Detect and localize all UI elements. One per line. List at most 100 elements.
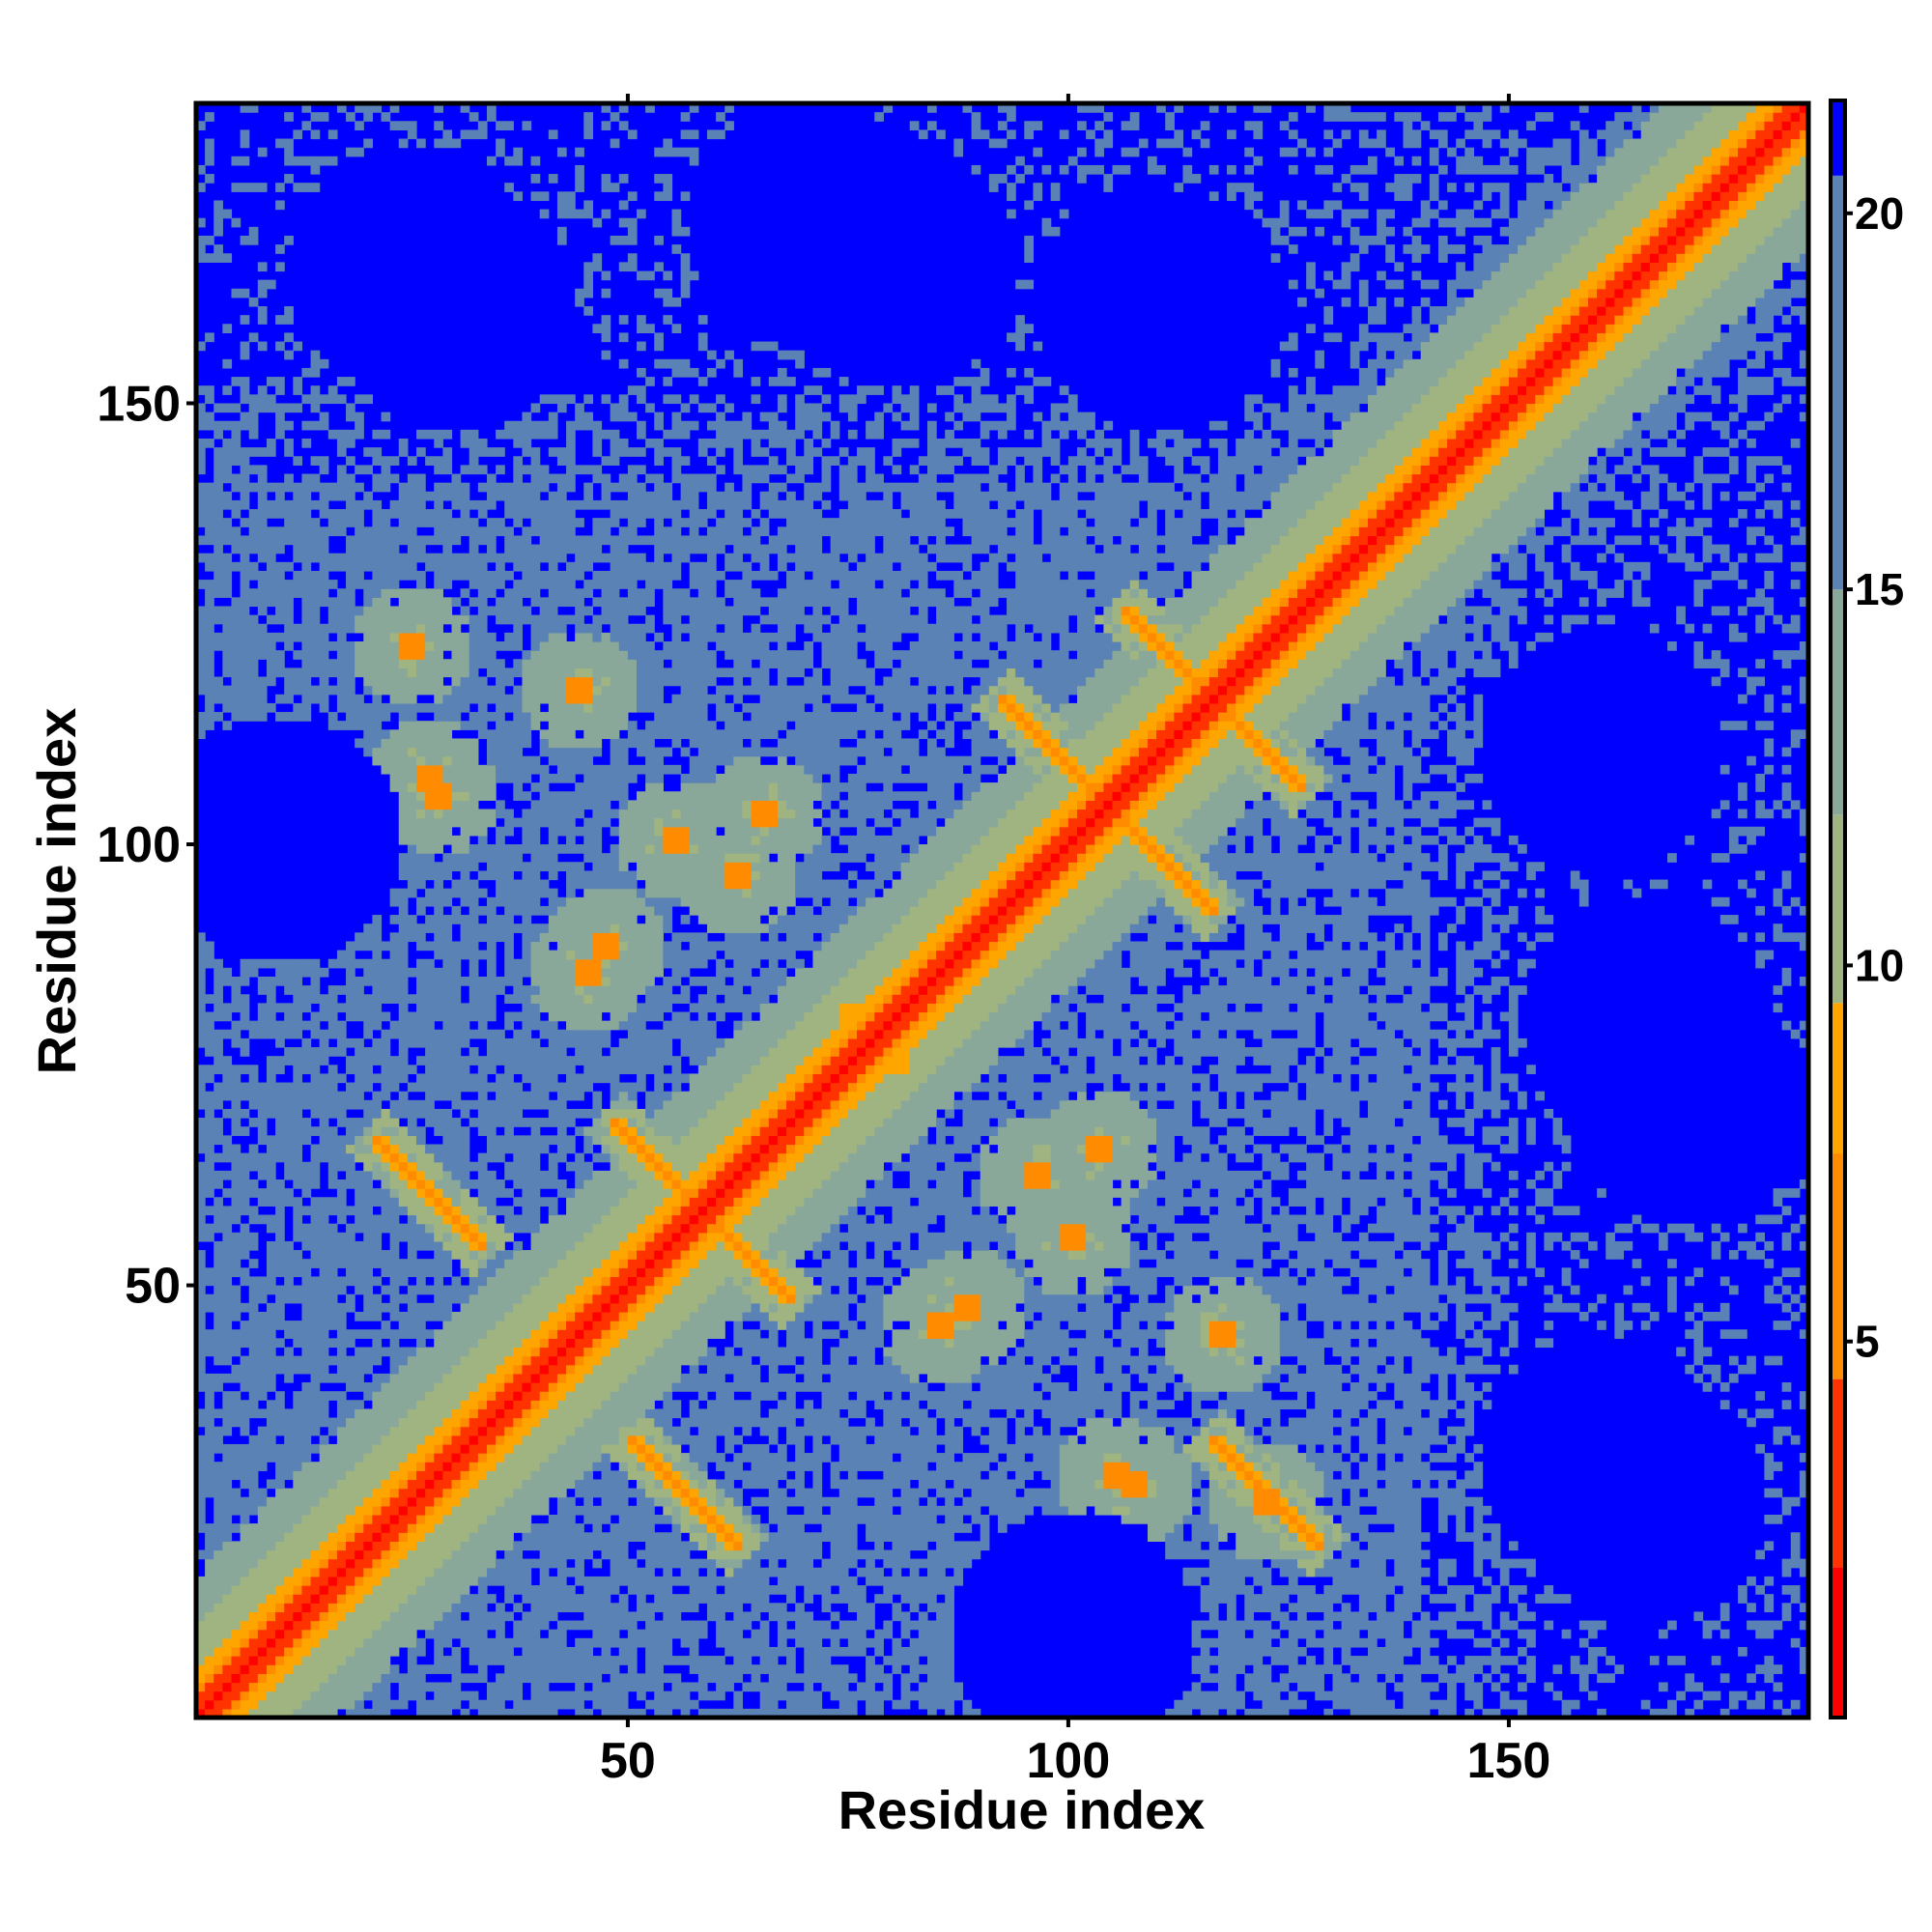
heatmap-cell — [257, 315, 268, 325]
heatmap-cell — [231, 1267, 242, 1278]
heatmap-cell — [336, 1620, 347, 1631]
heatmap-cell — [425, 1329, 435, 1339]
heatmap-cell — [363, 112, 373, 122]
heatmap-cell — [530, 1267, 541, 1278]
heatmap-cell — [346, 1400, 355, 1410]
heatmap-cell — [556, 950, 567, 960]
heatmap-cell — [442, 1003, 453, 1013]
heatmap-cell — [451, 694, 462, 704]
heatmap-cell — [301, 561, 312, 572]
heatmap-cell — [372, 1479, 383, 1490]
heatmap-cell — [513, 588, 524, 598]
heatmap-cell — [477, 1250, 488, 1260]
heatmap-cell — [231, 377, 242, 386]
heatmap-cell — [407, 1099, 417, 1110]
heatmap-cell — [196, 1179, 206, 1189]
heatmap-cell — [363, 623, 373, 634]
heatmap-cell — [266, 985, 276, 995]
heatmap-cell — [231, 1611, 242, 1622]
heatmap-cell — [504, 570, 514, 581]
heatmap-cell — [293, 1656, 303, 1665]
heatmap-cell — [477, 1382, 488, 1392]
heatmap-cell — [336, 1673, 347, 1684]
heatmap-cell — [205, 1108, 214, 1119]
heatmap-cell — [530, 721, 541, 730]
heatmap-cell — [372, 1426, 383, 1436]
heatmap-cell — [231, 1682, 242, 1692]
heatmap-cell — [539, 1532, 550, 1542]
heatmap-cell — [284, 350, 294, 360]
heatmap-cell — [257, 1426, 268, 1436]
heatmap-cell — [486, 1699, 497, 1710]
heatmap-cell — [293, 553, 303, 563]
heatmap-cell — [530, 526, 541, 537]
heatmap-cell — [451, 1576, 462, 1586]
heatmap-cell — [363, 588, 373, 598]
heatmap-cell — [548, 1603, 558, 1613]
heatmap-cell — [477, 994, 488, 1004]
heatmap-cell — [416, 570, 426, 581]
heatmap-cell — [381, 1673, 391, 1684]
heatmap-cell — [222, 561, 233, 572]
heatmap-cell — [469, 782, 479, 792]
heatmap-cell — [205, 1302, 214, 1313]
heatmap-cell — [327, 1302, 338, 1313]
heatmap-cell — [504, 1576, 514, 1586]
heatmap-cell — [389, 1135, 400, 1146]
heatmap-cell — [346, 1656, 355, 1665]
heatmap-cell — [556, 985, 567, 995]
heatmap-cell — [513, 1091, 524, 1101]
heatmap-cell — [398, 482, 409, 493]
heatmap-cell — [257, 1020, 268, 1031]
heatmap-cell — [556, 915, 567, 924]
heatmap-cell — [496, 1355, 505, 1366]
heatmap-cell — [327, 1073, 338, 1084]
heatmap-cell — [460, 976, 470, 986]
heatmap-cell — [301, 1355, 312, 1366]
heatmap-cell — [363, 650, 373, 660]
heatmap-cell — [434, 915, 443, 924]
heatmap-cell — [416, 800, 426, 810]
heatmap-cell — [355, 606, 364, 616]
heatmap-cell — [425, 764, 435, 775]
heatmap-cell — [477, 1161, 488, 1172]
heatmap-cell — [407, 1355, 417, 1366]
heatmap-cell — [548, 650, 558, 660]
heatmap-cell — [284, 1135, 294, 1146]
heatmap-cell — [381, 1488, 391, 1498]
heatmap-cell — [301, 1637, 312, 1648]
heatmap-cell — [460, 950, 470, 960]
heatmap-cell — [425, 976, 435, 986]
heatmap-cell — [425, 1682, 435, 1692]
heatmap-cell — [425, 588, 435, 598]
heatmap-cell — [504, 1426, 514, 1436]
heatmap-cell — [504, 1505, 514, 1516]
heatmap-cell — [530, 1206, 541, 1216]
heatmap-cell — [257, 1391, 268, 1401]
heatmap-cell — [363, 729, 373, 740]
heatmap-cell — [522, 1488, 532, 1498]
heatmap-cell — [240, 685, 250, 696]
heatmap-cell — [240, 377, 250, 386]
heatmap-cell — [389, 1585, 400, 1595]
heatmap-cell — [486, 659, 497, 668]
heatmap-cell — [539, 1232, 550, 1242]
heatmap-cell — [460, 103, 470, 113]
heatmap-cell — [319, 1347, 329, 1357]
heatmap-cell — [451, 1321, 462, 1330]
heatmap-cell — [222, 702, 233, 713]
heatmap-cell — [425, 1462, 435, 1471]
heatmap-cell — [407, 888, 417, 898]
heatmap-cell — [451, 1462, 462, 1471]
heatmap-cell — [248, 518, 259, 527]
heatmap-cell — [240, 1267, 250, 1278]
heatmap-cell — [477, 1364, 488, 1375]
heatmap-cell — [284, 1152, 294, 1163]
heatmap-cell — [266, 1179, 276, 1189]
heatmap-cell — [513, 1523, 524, 1533]
heatmap-cell — [257, 447, 268, 457]
heatmap-cell — [213, 1470, 223, 1481]
heatmap-cell — [231, 1453, 242, 1463]
heatmap-cell — [389, 1576, 400, 1586]
heatmap-cell — [196, 632, 206, 642]
